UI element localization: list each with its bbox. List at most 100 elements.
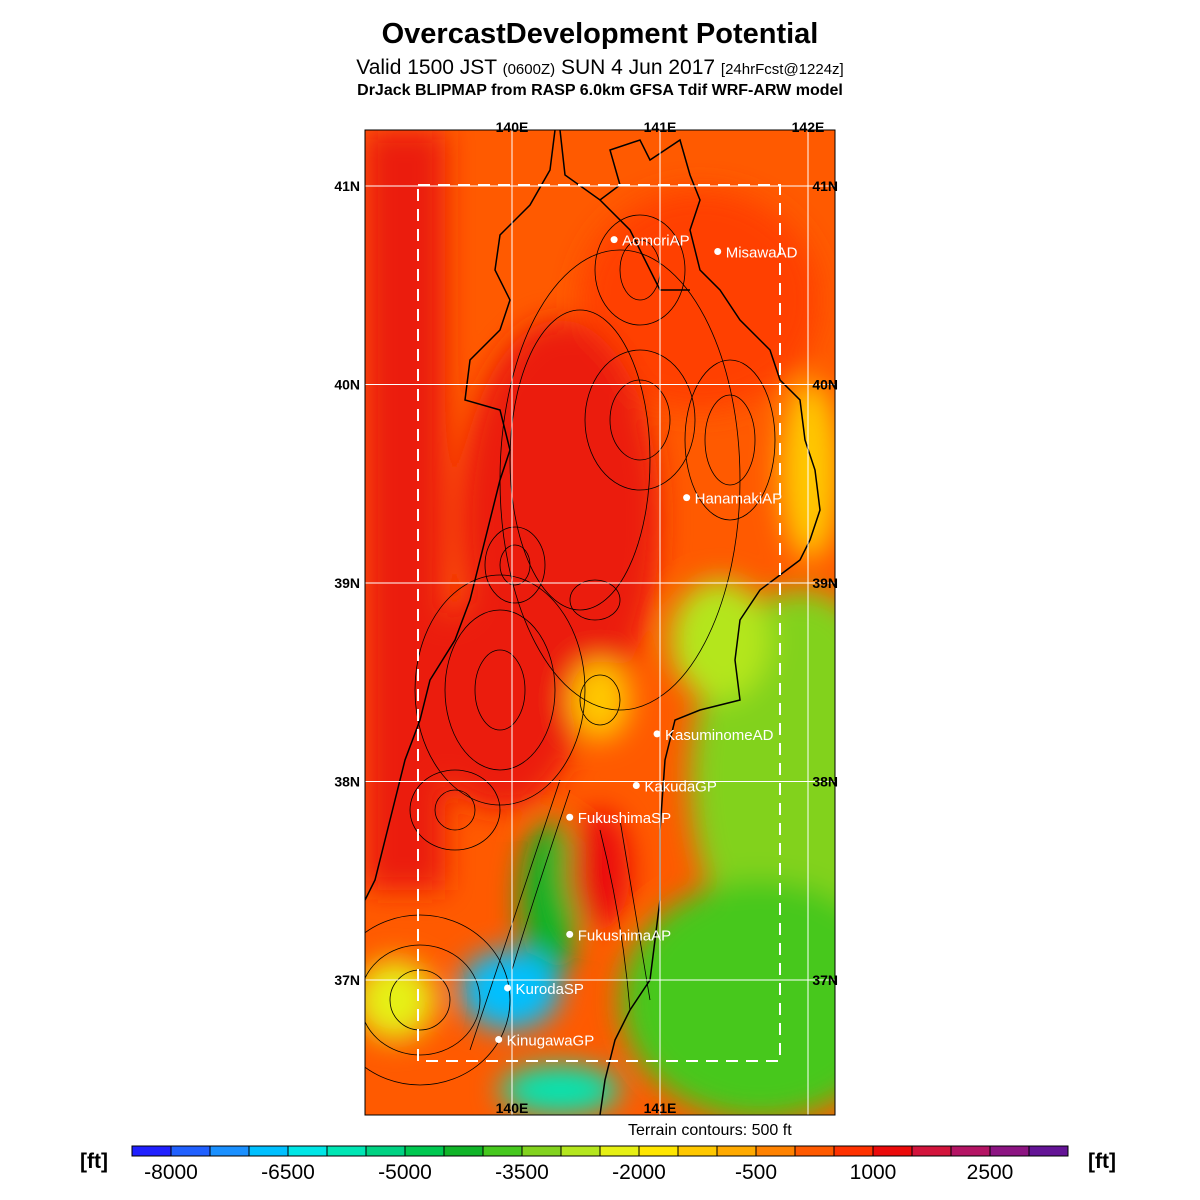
station-dot xyxy=(632,781,640,789)
lon-label-top: 141E xyxy=(644,119,677,135)
colorbar-swatch xyxy=(639,1146,679,1156)
field-south-green xyxy=(620,880,835,1115)
lat-label-left: 38N xyxy=(334,774,360,790)
colorbar-swatch xyxy=(912,1146,952,1156)
station-label: KurodaSP xyxy=(516,981,584,998)
field-valley-green xyxy=(520,820,580,980)
station-label: MisawaAD xyxy=(726,245,798,262)
valid-utc: (0600Z) xyxy=(502,61,556,78)
colorbar-swatch xyxy=(873,1146,913,1156)
field-inland-yellow xyxy=(570,660,630,740)
lon-label-top: 142E xyxy=(792,119,825,135)
field-layer xyxy=(365,130,835,1115)
colorbar-swatch xyxy=(132,1146,172,1156)
station-label: KasuminomeAD xyxy=(665,727,774,744)
colorbar-swatch xyxy=(249,1146,289,1156)
colorbar-unit-right: [ft] xyxy=(1088,1150,1116,1173)
colorbar-swatch xyxy=(990,1146,1030,1156)
longitude-labels-bottom: 140E 141E xyxy=(496,1100,677,1116)
lat-label-left: 37N xyxy=(334,972,360,988)
station-label: FukushimaAP xyxy=(578,927,671,944)
latitude-labels-right: 41N 40N 39N 38N 37N xyxy=(812,178,838,988)
colorbar-tick-label: -6500 xyxy=(261,1161,315,1184)
station-dot xyxy=(653,730,661,738)
station-dot xyxy=(610,236,618,244)
graticule xyxy=(363,130,835,1115)
station-label: FukushimaSP xyxy=(578,810,671,827)
field-east-coast-yellow xyxy=(780,380,835,560)
station-dot xyxy=(714,248,722,256)
colorbar-unit-left: [ft] xyxy=(80,1150,108,1173)
map-border xyxy=(364,129,836,1116)
colorbar-swatch xyxy=(483,1146,523,1156)
lon-label-bottom: 140E xyxy=(496,1100,529,1116)
field-west-sea xyxy=(365,130,445,890)
latitude-labels-left: 41N 40N 39N 38N 37N xyxy=(334,178,360,988)
colorbar-swatch xyxy=(522,1146,562,1156)
colorbar-tick-label: -500 xyxy=(735,1161,777,1184)
colorbar-swatch xyxy=(288,1146,328,1156)
colorbar-swatch xyxy=(1029,1146,1069,1156)
colorbar-swatch xyxy=(795,1146,835,1156)
lon-label-bottom: 141E xyxy=(644,1100,677,1116)
station-label: AomoriAP xyxy=(622,233,690,250)
colorbar-tick-label: -5000 xyxy=(378,1161,432,1184)
colorbar-swatch xyxy=(171,1146,211,1156)
colorbar-tick-label: -8000 xyxy=(144,1161,198,1184)
inner-domain-box xyxy=(417,184,781,1062)
station-dot xyxy=(566,813,574,821)
model-description: DrJack BLIPMAP from RASP 6.0km GFSA Tdif… xyxy=(357,82,843,99)
lat-label-right: 39N xyxy=(812,575,838,591)
terrain-contours xyxy=(365,214,776,1086)
valid-time-line: Valid 1500 JST (0600Z) SUN 4 Jun 2017 [2… xyxy=(0,56,1200,80)
colorbar-swatch xyxy=(561,1146,601,1156)
west-coastline xyxy=(365,130,556,901)
station-label: KinugawaGP xyxy=(507,1033,595,1050)
colorbar xyxy=(131,1145,1069,1157)
lat-label-left: 39N xyxy=(334,575,360,591)
valid-prefix: Valid 1500 JST xyxy=(356,56,497,79)
lat-label-right: 41N xyxy=(812,178,838,194)
lat-label-left: 40N xyxy=(334,377,360,393)
lat-label-right: 37N xyxy=(812,972,838,988)
longitude-labels-top: 140E 141E 142E xyxy=(496,119,825,135)
colorbar-tick-label: -2000 xyxy=(612,1161,666,1184)
colorbar-ticks: -8000 -6500 -5000 -3500 -2000 -500 1000 2500 xyxy=(144,1161,1013,1184)
colorbar-swatch xyxy=(600,1146,640,1156)
station-markers: AomoriAP MisawaAD HanamakiAP KasuminomeAD Ka… xyxy=(495,233,798,1050)
station-label: KakudaGP xyxy=(644,778,717,795)
station-dot xyxy=(683,494,691,502)
colorbar-swatch xyxy=(678,1146,718,1156)
colorbar-swatch xyxy=(210,1146,250,1156)
colorbar-swatch xyxy=(834,1146,874,1156)
lon-label-top: 140E xyxy=(496,119,529,135)
lat-label-right: 40N xyxy=(812,377,838,393)
field-south-cyan xyxy=(500,1065,620,1115)
station-dot xyxy=(504,984,512,992)
lat-label-right: 38N xyxy=(812,774,838,790)
colorbar-swatch xyxy=(327,1146,367,1156)
field-southwest-yellow xyxy=(365,960,435,1040)
field-north xyxy=(580,190,820,410)
mutsu-bay-coast xyxy=(599,199,690,291)
colorbar-swatch xyxy=(756,1146,796,1156)
colorbar-swatch xyxy=(366,1146,406,1156)
colorbar-tick-label: -3500 xyxy=(495,1161,549,1184)
station-label: HanamakiAP xyxy=(695,491,783,508)
field-west-mountains xyxy=(420,590,580,810)
station-dot xyxy=(566,930,574,938)
station-dot xyxy=(495,1036,503,1044)
chart-title: OvercastDevelopment Potential xyxy=(381,18,819,50)
lat-label-left: 41N xyxy=(334,178,360,194)
valid-date: SUN 4 Jun 2017 xyxy=(560,56,716,79)
colorbar-tick-label: 1000 xyxy=(850,1161,897,1184)
colorbar-swatch xyxy=(951,1146,991,1156)
colorbar-tick-label: 2500 xyxy=(967,1161,1014,1184)
colorbar-swatch xyxy=(405,1146,445,1156)
colorbar-swatch xyxy=(717,1146,757,1156)
colorbar-swatch xyxy=(444,1146,484,1156)
field-coast-lime xyxy=(670,580,770,700)
terrain-contours-note: Terrain contours: 500 ft xyxy=(628,1122,792,1139)
forecast-label: [24hrFcst@1224z] xyxy=(720,61,844,78)
